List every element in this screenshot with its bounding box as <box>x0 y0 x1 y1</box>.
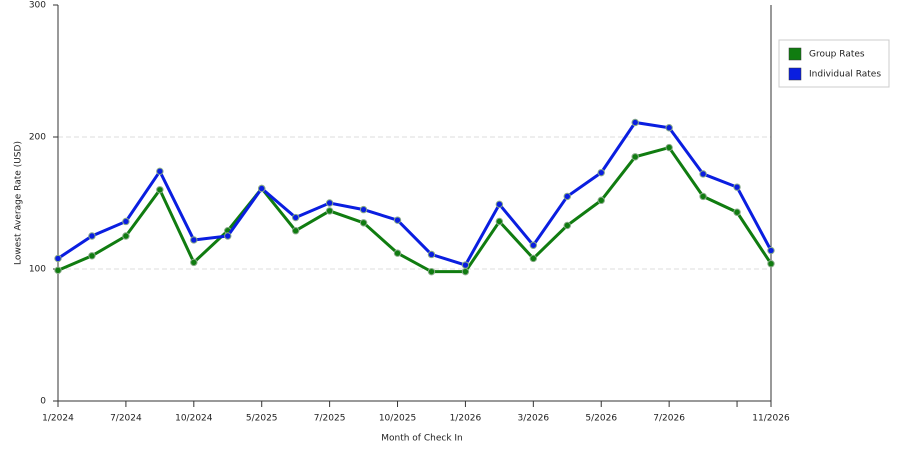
data-point <box>190 258 198 267</box>
data-point <box>427 267 436 276</box>
data-point <box>733 183 741 191</box>
y-tick-label: 0 <box>40 397 46 407</box>
legend-label: Individual Rates <box>809 70 881 80</box>
data-point <box>767 260 775 268</box>
data-point <box>325 199 334 207</box>
data-point <box>224 232 232 240</box>
data-point <box>495 200 504 209</box>
y-tick-label: 200 <box>29 133 46 143</box>
legend-swatch <box>788 47 802 61</box>
x-tick-label: 10/2025 <box>379 414 416 424</box>
data-point <box>699 192 707 201</box>
data-point <box>563 192 571 201</box>
data-point <box>359 205 368 214</box>
data-point <box>563 221 571 230</box>
data-point <box>461 261 470 269</box>
y-axis-label: Lowest Average Rate (USD) <box>14 141 24 265</box>
legend-label: Group Rates <box>809 50 865 60</box>
data-point <box>156 167 164 176</box>
data-point <box>325 207 334 215</box>
data-point <box>529 241 538 249</box>
data-point <box>461 267 470 276</box>
data-point <box>427 250 436 259</box>
x-tick-label: 7/2026 <box>653 414 685 424</box>
data-point <box>631 153 639 161</box>
data-point <box>258 184 266 193</box>
x-tick-label: 1/2026 <box>450 414 482 424</box>
data-point <box>665 124 673 132</box>
x-tick-label: 3/2026 <box>517 414 549 424</box>
y-tick-label: 100 <box>29 265 46 275</box>
data-point <box>88 252 96 260</box>
data-point <box>699 170 707 178</box>
data-point <box>54 254 62 263</box>
series-line <box>57 120 773 267</box>
data-point <box>631 118 639 127</box>
data-point <box>88 232 96 240</box>
x-tick-label: 11/2026 <box>752 414 790 424</box>
x-tick-label: 5/2025 <box>246 414 278 424</box>
x-axis-label: Month of Check In <box>381 434 463 444</box>
data-point <box>733 208 741 216</box>
data-point <box>597 196 605 205</box>
data-point <box>529 254 538 263</box>
legend-swatch <box>788 67 802 81</box>
x-tick-label: 5/2026 <box>585 414 617 424</box>
x-tick-label: 1/2024 <box>42 414 74 424</box>
data-point <box>495 217 504 226</box>
data-point <box>597 168 605 177</box>
data-point <box>122 217 130 226</box>
data-point <box>122 232 130 240</box>
data-point <box>665 143 673 152</box>
x-tick-label: 7/2025 <box>314 414 346 424</box>
data-point <box>359 219 368 227</box>
x-tick-label: 7/2024 <box>110 414 142 424</box>
x-tick-label: 10/2024 <box>175 414 213 424</box>
data-point <box>156 186 164 194</box>
data-point <box>767 246 775 255</box>
data-point <box>291 227 300 235</box>
series-line <box>57 145 773 274</box>
data-point <box>393 249 402 257</box>
data-point <box>54 266 62 275</box>
data-point <box>190 236 198 244</box>
data-point <box>291 213 300 222</box>
y-tick-label: 300 <box>29 1 46 11</box>
data-point <box>393 216 402 224</box>
